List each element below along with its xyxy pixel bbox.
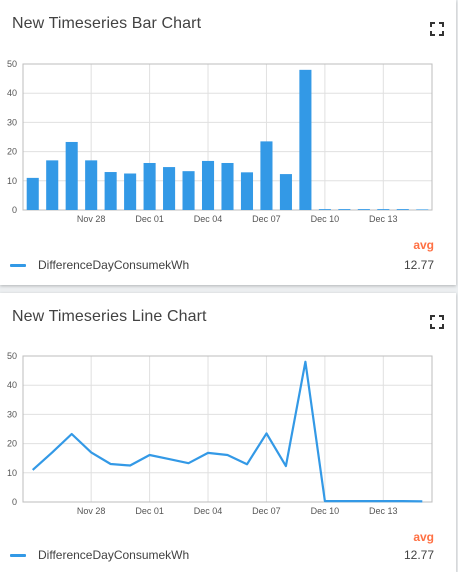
y-tick-label: 40 xyxy=(7,380,17,390)
legend-series-name: DifferenceDayConsumekWh xyxy=(38,258,190,272)
x-tick-label: Dec 04 xyxy=(194,506,223,516)
bar xyxy=(65,141,78,210)
x-tick-label: Dec 07 xyxy=(252,506,281,516)
bar xyxy=(416,209,429,210)
y-tick-label: 10 xyxy=(7,468,17,478)
x-tick-label: Dec 01 xyxy=(135,214,164,224)
y-tick-label: 30 xyxy=(7,117,17,127)
bar xyxy=(85,160,98,210)
bar-chart: 0 10 20 30 40 50 Nov 28 Dec 01 Dec 04 Dec 07 Dec 1… xyxy=(7,59,433,224)
x-tick-label: Nov 28 xyxy=(77,214,106,224)
fullscreen-icon[interactable] xyxy=(430,22,444,36)
legend-row[interactable]: DifferenceDayConsumekWh 12.77 xyxy=(10,257,434,273)
x-tick-label: Dec 04 xyxy=(194,214,223,224)
x-tick-label: Dec 13 xyxy=(369,506,398,516)
y-tick-label: 0 xyxy=(12,205,17,215)
legend-row[interactable]: DifferenceDayConsumekWh 12.77 xyxy=(10,547,434,563)
y-tick-label: 40 xyxy=(7,88,17,98)
x-tick-label: Dec 13 xyxy=(369,214,398,224)
bar xyxy=(221,162,234,210)
bar xyxy=(163,167,176,210)
legend-avg-value: 12.77 xyxy=(403,258,434,272)
y-tick-label: 10 xyxy=(7,176,17,186)
y-tick-label: 20 xyxy=(7,439,17,449)
bar xyxy=(143,162,156,210)
bar xyxy=(26,177,39,210)
bar xyxy=(240,172,254,210)
y-tick-label: 0 xyxy=(12,497,17,507)
bar xyxy=(377,209,390,210)
legend-avg-value: 12.77 xyxy=(403,548,434,562)
bar xyxy=(201,160,215,210)
plot-frame xyxy=(22,355,433,503)
bar xyxy=(279,174,292,210)
bar xyxy=(338,209,351,210)
x-tick-label: Dec 10 xyxy=(311,214,340,224)
bar xyxy=(124,173,137,210)
fullscreen-icon[interactable] xyxy=(430,315,444,329)
x-tick-label: Nov 28 xyxy=(77,506,106,516)
legend-series-name: DifferenceDayConsumekWh xyxy=(38,548,190,562)
legend-swatch xyxy=(10,263,26,267)
y-tick-label: 30 xyxy=(7,409,17,419)
x-tick-label: Dec 10 xyxy=(311,506,340,516)
bar xyxy=(46,160,59,210)
y-tick-label: 50 xyxy=(7,59,17,69)
bar xyxy=(182,171,195,210)
bar xyxy=(396,209,409,210)
legend-swatch xyxy=(10,553,26,557)
x-tick-label: Dec 07 xyxy=(252,214,281,224)
widget-title: New Timeseries Bar Chart xyxy=(12,15,202,32)
line-chart: 0 10 20 30 40 50 Nov 28 Dec 01 Dec 04 Dec 07 Dec 1… xyxy=(7,351,433,516)
x-tick-label: Dec 01 xyxy=(135,506,164,516)
y-tick-label: 50 xyxy=(7,351,17,361)
bar xyxy=(299,69,312,210)
bar xyxy=(318,209,331,210)
bar xyxy=(357,209,370,210)
bar-chart-widget: New Timeseries Bar Chart 0 10 20 30 40 50 Nov … xyxy=(0,0,456,285)
bar xyxy=(104,172,117,210)
line-chart-widget: New Timeseries Line Chart 0 10 20 30 40 50 Nov… xyxy=(0,293,456,572)
series-line xyxy=(31,360,423,503)
avg-header: avg xyxy=(413,530,434,544)
bar xyxy=(260,141,273,210)
avg-header: avg xyxy=(413,238,434,252)
y-tick-label: 20 xyxy=(7,147,17,157)
widget-title: New Timeseries Line Chart xyxy=(12,308,207,325)
